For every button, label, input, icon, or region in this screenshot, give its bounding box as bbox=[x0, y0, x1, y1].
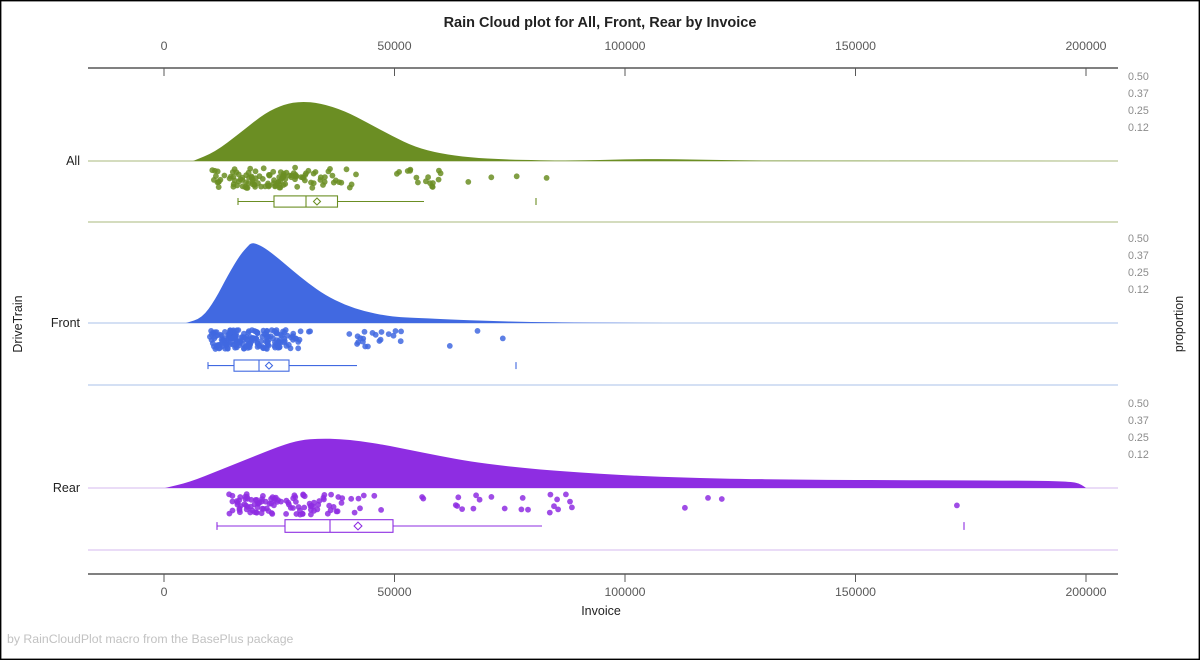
svg-text:0.25: 0.25 bbox=[1128, 105, 1149, 117]
svg-text:Rain Cloud plot for All, Front: Rain Cloud plot for All, Front, Rear by … bbox=[444, 15, 757, 31]
svg-text:0.25: 0.25 bbox=[1128, 432, 1149, 444]
svg-text:Invoice: Invoice bbox=[581, 604, 621, 618]
svg-text:Front: Front bbox=[51, 316, 81, 330]
svg-text:0.37: 0.37 bbox=[1128, 415, 1149, 427]
svg-text:100000: 100000 bbox=[604, 39, 645, 53]
svg-text:100000: 100000 bbox=[604, 585, 645, 599]
svg-text:by RainCloudPlot macro from th: by RainCloudPlot macro from the BasePlus… bbox=[7, 632, 294, 646]
svg-text:50000: 50000 bbox=[377, 39, 411, 53]
svg-text:0.37: 0.37 bbox=[1128, 250, 1149, 262]
svg-text:0: 0 bbox=[161, 585, 168, 599]
svg-text:0.12: 0.12 bbox=[1128, 284, 1149, 296]
svg-text:Rear: Rear bbox=[53, 481, 80, 495]
svg-text:150000: 150000 bbox=[835, 585, 876, 599]
svg-text:0.50: 0.50 bbox=[1128, 71, 1149, 83]
svg-text:150000: 150000 bbox=[835, 39, 876, 53]
svg-text:DriveTrain: DriveTrain bbox=[11, 295, 25, 352]
svg-text:0.25: 0.25 bbox=[1128, 267, 1149, 279]
svg-text:50000: 50000 bbox=[377, 585, 411, 599]
svg-text:0.50: 0.50 bbox=[1128, 398, 1149, 410]
svg-text:All: All bbox=[66, 154, 80, 168]
svg-text:proportion: proportion bbox=[1172, 296, 1186, 352]
svg-text:0.50: 0.50 bbox=[1128, 233, 1149, 245]
svg-text:200000: 200000 bbox=[1065, 39, 1106, 53]
svg-text:0.12: 0.12 bbox=[1128, 122, 1149, 134]
svg-text:200000: 200000 bbox=[1065, 585, 1106, 599]
svg-text:0.37: 0.37 bbox=[1128, 88, 1149, 100]
svg-text:0.12: 0.12 bbox=[1128, 449, 1149, 461]
svg-text:0: 0 bbox=[161, 39, 168, 53]
